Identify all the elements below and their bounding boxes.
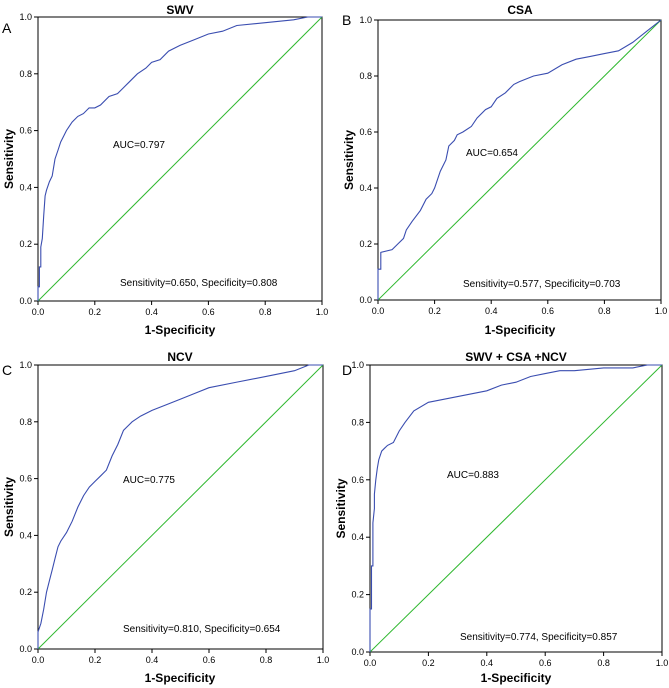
panel-letter-b: B (342, 12, 351, 28)
y-tick-label: 0.2 (19, 587, 32, 597)
chart-title-b: CSA (507, 3, 533, 17)
x-tick-label: 1.0 (316, 307, 329, 317)
panel-letter-a: A (2, 20, 12, 36)
x-tick-label: 0.6 (202, 307, 215, 317)
y-axis-title-a: Sensitivity (2, 129, 16, 189)
x-tick-label: 0.2 (89, 307, 102, 317)
panel-c: C NCV 0.0 0.2 0.4 0.6 0.8 1.0 0.0 0.2 0.4 0.6 0.8 1.0… (2, 350, 329, 685)
chart-title-c: NCV (167, 350, 192, 364)
reference-line-a (37, 16, 323, 302)
y-tick-label: 1.0 (19, 12, 32, 22)
y-tick-label: 0.6 (351, 475, 364, 485)
sensitivity-specificity-annotation-d: Sensitivity=0.774, Specificity=0.857 (460, 632, 618, 643)
reference-line-d (369, 364, 663, 653)
y-tick-label: 0.8 (19, 69, 32, 79)
x-tick-label: 0.2 (428, 306, 441, 316)
x-tick-label: 0.4 (485, 306, 498, 316)
panel-letter-c: C (2, 362, 12, 378)
x-tick-label: 1.0 (655, 306, 668, 316)
chart-title-d: SWV + CSA +NCV (465, 350, 567, 364)
auc-annotation-b: AUC=0.654 (466, 148, 518, 159)
sensitivity-specificity-annotation-a: Sensitivity=0.650, Specificity=0.808 (120, 278, 278, 289)
y-tick-label: 0.6 (19, 474, 32, 484)
x-tick-label: 0.6 (539, 658, 552, 668)
y-axis-title-b: Sensitivity (342, 130, 356, 190)
y-tick-label: 0.2 (359, 239, 372, 249)
plot-frame-c (37, 364, 324, 650)
x-tick-label: 0.0 (32, 655, 45, 665)
y-tick-label: 0.4 (359, 183, 372, 193)
roc-curve-a (37, 16, 322, 301)
x-axis-title-c: 1-Specificity (145, 671, 216, 685)
y-tick-label: 1.0 (351, 360, 364, 370)
y-tick-label: 1.0 (19, 360, 32, 370)
y-tick-label: 0.0 (19, 644, 32, 654)
x-tick-label: 0.0 (372, 306, 385, 316)
panel-a: A SWV 0.0 0.2 0.4 0.6 0.8 1.0 0.0 0.2 0.4 0.6 0.8 1.0… (2, 3, 328, 337)
y-tick-label: 0.0 (19, 296, 32, 306)
x-axis-title-b: 1-Specificity (485, 323, 556, 337)
reference-line-c (37, 364, 324, 650)
auc-annotation-c: AUC=0.775 (123, 475, 175, 486)
y-tick-label: 0.4 (351, 532, 364, 542)
auc-annotation-d: AUC=0.883 (447, 470, 499, 481)
plot-frame-d (369, 364, 663, 653)
x-axis-title-d: 1-Specificity (481, 671, 552, 685)
y-axis-title-c: Sensitivity (2, 477, 16, 537)
roc-curve-b (377, 19, 662, 300)
plot-frame-b (377, 19, 662, 301)
x-tick-label: 0.4 (481, 658, 494, 668)
y-tick-label: 0.6 (359, 127, 372, 137)
x-tick-label: 0.4 (145, 307, 158, 317)
y-tick-label: 0.8 (351, 417, 364, 427)
panel-letter-d: D (342, 362, 352, 378)
roc-curve-d (369, 364, 662, 652)
sensitivity-specificity-annotation-b: Sensitivity=0.577, Specificity=0.703 (463, 279, 621, 290)
y-tick-label: 1.0 (359, 15, 372, 25)
x-tick-label: 0.8 (260, 655, 273, 665)
x-tick-label: 0.4 (146, 655, 159, 665)
reference-line-b (377, 19, 662, 301)
panel-b: B CSA 0.0 0.2 0.4 0.6 0.8 1.0 0.0 0.2 0.4 0.6 0.8 1.0… (342, 3, 667, 337)
x-tick-label: 0.2 (89, 655, 102, 665)
y-axis-title-d: Sensitivity (334, 478, 348, 538)
y-tick-label: 0.8 (19, 417, 32, 427)
auc-annotation-a: AUC=0.797 (113, 140, 165, 151)
x-tick-label: 0.8 (597, 658, 610, 668)
x-tick-label: 0.6 (542, 306, 555, 316)
y-tick-label: 0.8 (359, 71, 372, 81)
y-tick-label: 0.0 (359, 295, 372, 305)
x-tick-label: 0.8 (598, 306, 611, 316)
y-tick-label: 0.4 (19, 182, 32, 192)
x-tick-label: 0.6 (203, 655, 216, 665)
panel-d: D SWV + CSA +NCV 0.0 0.2 0.4 0.6 0.8 1.0 0.0 0.2 0… (334, 350, 668, 685)
x-axis-title-a: 1-Specificity (145, 323, 216, 337)
roc-curve-c (37, 364, 323, 649)
y-tick-label: 0.6 (19, 126, 32, 136)
chart-title-a: SWV (166, 3, 193, 17)
x-tick-label: 1.0 (656, 658, 669, 668)
x-tick-label: 0.0 (364, 658, 377, 668)
plot-frame-a (37, 16, 323, 302)
y-tick-label: 0.2 (19, 239, 32, 249)
sensitivity-specificity-annotation-c: Sensitivity=0.810, Specificity=0.654 (123, 624, 281, 635)
x-tick-label: 0.2 (422, 658, 435, 668)
x-tick-label: 1.0 (317, 655, 330, 665)
x-tick-label: 0.8 (259, 307, 272, 317)
y-tick-label: 0.2 (351, 590, 364, 600)
y-tick-label: 0.0 (351, 647, 364, 657)
y-tick-label: 0.4 (19, 530, 32, 540)
x-tick-label: 0.0 (32, 307, 45, 317)
